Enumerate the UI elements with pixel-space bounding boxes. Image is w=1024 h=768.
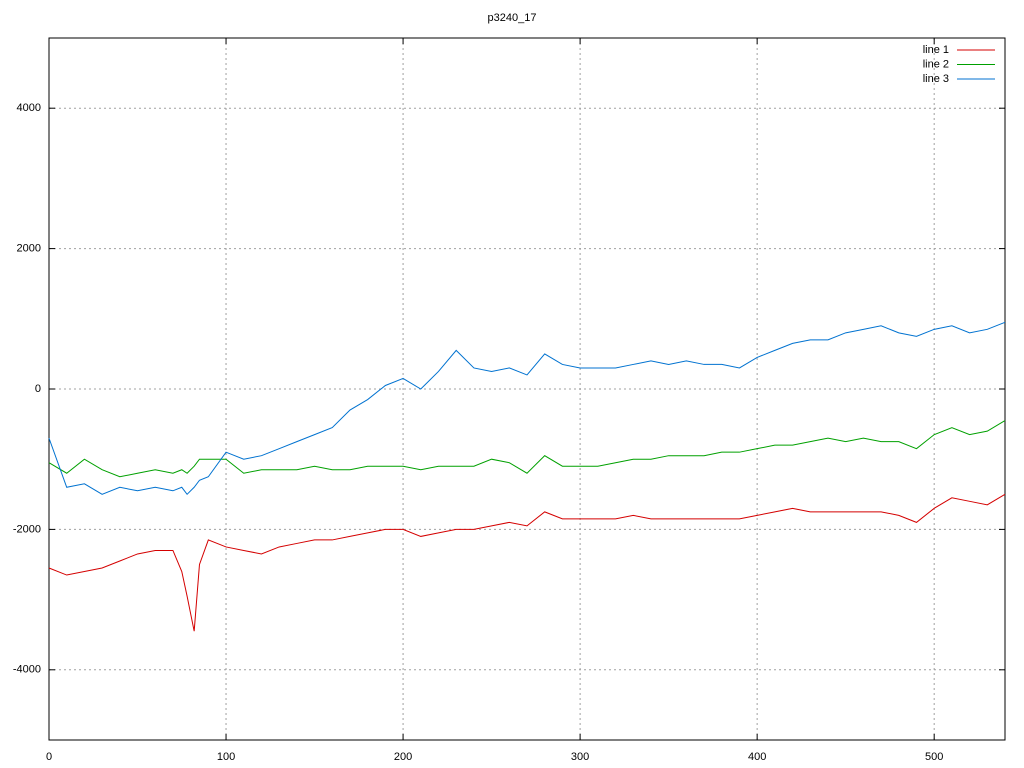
x-tick-label: 0 bbox=[46, 751, 52, 763]
line-series bbox=[48, 493, 1006, 632]
y-tick-label: 0 bbox=[35, 383, 41, 395]
x-tick-label: 200 bbox=[394, 751, 412, 763]
x-tick-label: 400 bbox=[748, 751, 766, 763]
x-tick-label: 300 bbox=[571, 751, 589, 763]
y-tick-label: -4000 bbox=[13, 664, 41, 676]
x-tick-label: 500 bbox=[925, 751, 943, 763]
legend-label: line 1 bbox=[923, 44, 949, 56]
line-series bbox=[48, 321, 1006, 496]
x-tick-label: 100 bbox=[217, 751, 235, 763]
plot-border bbox=[48, 37, 1006, 741]
legend-label: line 2 bbox=[923, 58, 949, 70]
line-series bbox=[48, 420, 1006, 478]
chart-title: p3240_17 bbox=[488, 12, 537, 24]
y-tick-label: 4000 bbox=[17, 102, 41, 114]
y-tick-label: 2000 bbox=[17, 243, 41, 255]
y-tick-label: -2000 bbox=[13, 523, 41, 535]
legend-label: line 3 bbox=[923, 73, 949, 85]
